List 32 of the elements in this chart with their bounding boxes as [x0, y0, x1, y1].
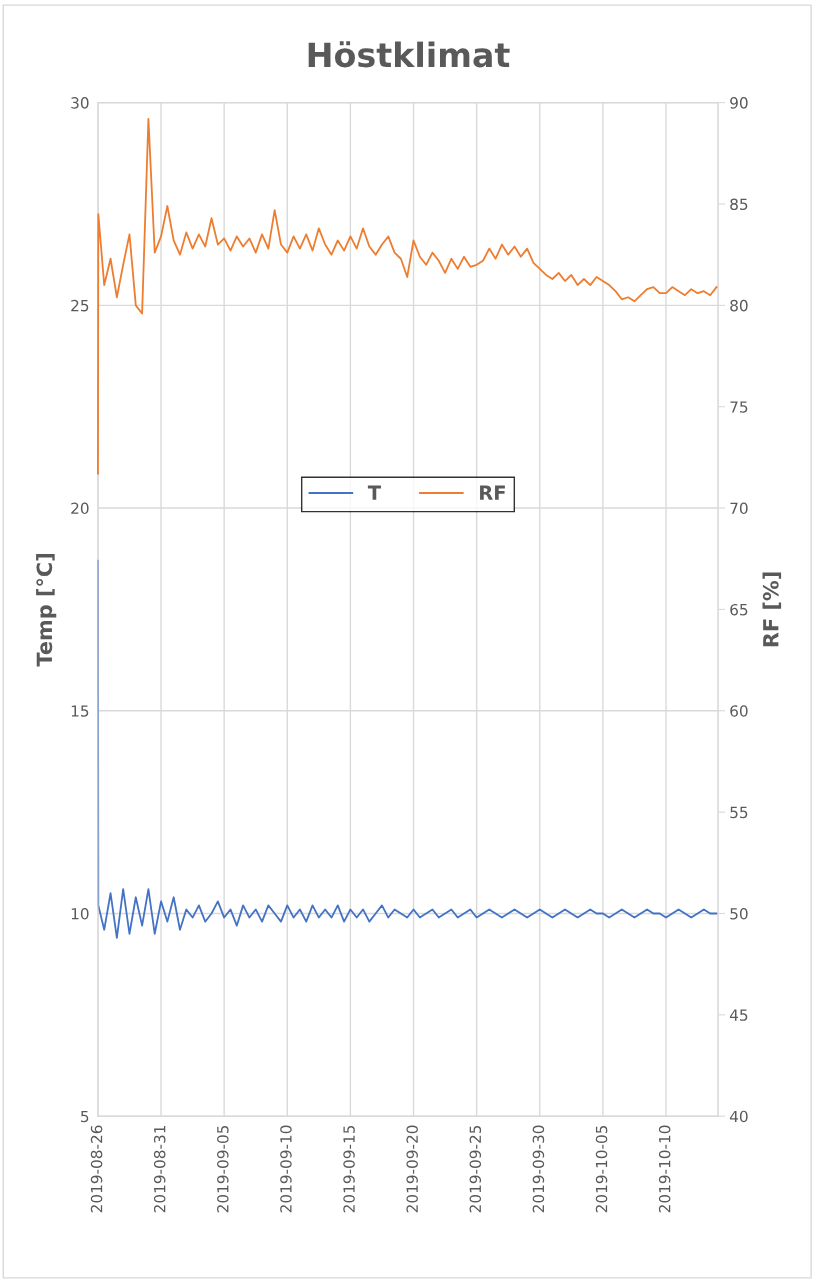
y2-axis-title: RF [%] — [762, 572, 782, 647]
y2-tick-label: 90 — [730, 97, 748, 109]
y-tick-label: 15 — [71, 705, 89, 717]
x-tick-label: 2019-09-30 — [532, 1125, 545, 1213]
y-axis-title: Temp [°C] — [36, 554, 57, 667]
x-tick-label: 2019-08-26 — [90, 1125, 103, 1213]
x-tick-label: 2019-09-05 — [217, 1125, 229, 1213]
y2-tick-label: 50 — [730, 907, 748, 920]
y2-tick-label: 65 — [730, 603, 748, 616]
y-tick-label: 30 — [71, 97, 89, 109]
y-tick-label: 25 — [71, 299, 89, 312]
chart-title: Höstklimat — [308, 41, 510, 68]
x-tick-label: 2019-09-25 — [469, 1125, 482, 1213]
x-tick-label: 2019-10-05 — [595, 1125, 608, 1213]
y2-tick-label: 75 — [730, 401, 748, 413]
legend-label: T — [367, 485, 381, 500]
x-tick-label: 2019-08-31 — [153, 1125, 166, 1213]
x-tick-label: 2019-10-10 — [658, 1125, 671, 1213]
y-tick-label: 10 — [71, 907, 89, 920]
legend-label: RF — [480, 485, 505, 500]
y2-tick-label: 55 — [730, 806, 748, 819]
y2-tick-label: 45 — [729, 1009, 748, 1021]
x-tick-label: 2019-09-10 — [280, 1125, 292, 1213]
y2-tick-label: 60 — [730, 705, 748, 717]
y-tick-label: 20 — [71, 502, 89, 515]
y2-tick-label: 80 — [730, 299, 748, 312]
y2-tick-label: 40 — [729, 1110, 748, 1123]
y2-tick-label: 85 — [730, 198, 748, 211]
x-tick-label: 2019-09-15 — [343, 1125, 355, 1213]
y2-tick-label: 70 — [730, 502, 748, 515]
x-tick-label: 2019-09-20 — [406, 1125, 418, 1213]
y-tick-label: 5 — [81, 1110, 89, 1123]
